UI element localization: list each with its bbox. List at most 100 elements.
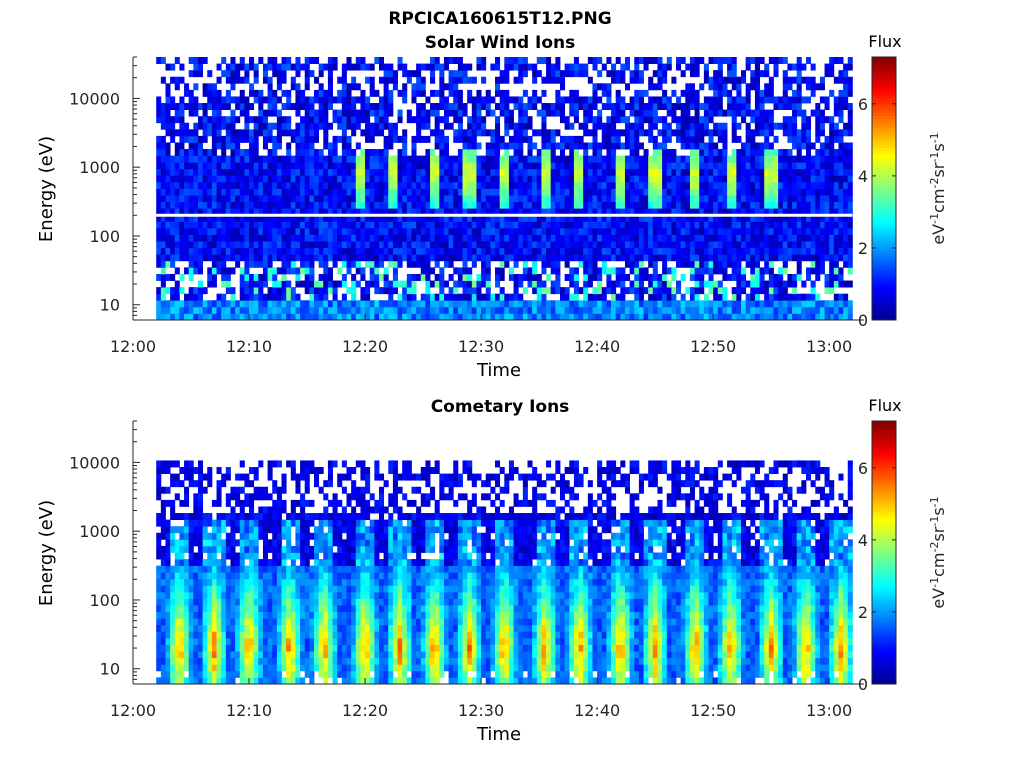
heatmap-cell <box>420 254 426 262</box>
heatmap-cell <box>773 96 779 104</box>
heatmap-cell <box>406 273 412 281</box>
heatmap-cell <box>717 96 723 104</box>
heatmap-cell <box>736 306 742 314</box>
heatmap-cell <box>221 162 227 170</box>
heatmap-cell <box>569 188 575 196</box>
heatmap-cell <box>703 227 709 235</box>
heatmap-cell <box>495 221 501 229</box>
heatmap-cell <box>156 247 162 255</box>
heatmap-cell <box>666 162 672 170</box>
heatmap-cell <box>824 241 830 249</box>
heatmap-cell <box>165 155 171 163</box>
heatmap-cell <box>583 142 589 150</box>
heatmap-cell <box>374 57 380 64</box>
heatmap-cell <box>824 188 830 196</box>
heatmap-cell <box>211 300 217 308</box>
heatmap-cell <box>476 129 482 137</box>
heatmap-cell <box>290 83 296 91</box>
heatmap-cell <box>383 306 389 314</box>
heatmap-cell <box>643 162 649 170</box>
heatmap-cell <box>193 57 199 64</box>
heatmap-cell <box>713 142 719 150</box>
heatmap-cell <box>262 63 268 71</box>
heatmap-cell <box>346 83 352 91</box>
heatmap-cell <box>179 214 185 222</box>
heatmap-cell <box>355 313 361 321</box>
heatmap-cell <box>425 287 431 295</box>
heatmap-cell <box>546 260 552 268</box>
heatmap-cell <box>448 181 454 189</box>
heatmap-cell <box>694 162 700 170</box>
heatmap-cell <box>476 273 482 281</box>
heatmap-cell <box>504 76 510 84</box>
heatmap-cell <box>838 168 844 176</box>
heatmap-cell <box>448 122 454 130</box>
heatmap-cell <box>754 122 760 130</box>
heatmap-cell <box>620 142 626 150</box>
heatmap-cell <box>337 135 343 143</box>
heatmap-cell <box>810 267 816 275</box>
heatmap-cell <box>258 287 264 295</box>
heatmap-cell <box>286 181 292 189</box>
heatmap-cell <box>392 300 398 308</box>
heatmap-cell <box>262 241 268 249</box>
heatmap-cell <box>207 149 213 157</box>
heatmap-cell <box>810 188 816 196</box>
heatmap-cell <box>383 208 389 216</box>
heatmap-cell <box>792 116 798 124</box>
heatmap-cell <box>731 122 737 130</box>
heatmap-cell <box>759 57 765 64</box>
heatmap-cell <box>699 227 705 235</box>
heatmap-cell <box>262 188 268 196</box>
heatmap-cell <box>300 63 306 71</box>
heatmap-cell <box>611 109 617 117</box>
heatmap-cell <box>810 83 816 91</box>
heatmap-cell <box>295 122 301 130</box>
heatmap-cell <box>300 227 306 235</box>
heatmap-cell <box>829 208 835 216</box>
heatmap-cell <box>560 168 566 176</box>
heatmap-cell <box>467 181 473 189</box>
heatmap-cell <box>782 83 788 91</box>
heatmap-cell <box>620 280 626 288</box>
heatmap-cell <box>508 254 514 262</box>
heatmap-cell <box>239 162 245 170</box>
heatmap-cell <box>156 241 162 249</box>
heatmap-cell <box>346 241 352 249</box>
heatmap-cell <box>792 227 798 235</box>
heatmap-cell <box>643 267 649 275</box>
heatmap-cell <box>703 306 709 314</box>
heatmap-cell <box>522 260 528 268</box>
heatmap-cell <box>281 254 287 262</box>
heatmap-cell <box>207 234 213 242</box>
heatmap-cell <box>773 70 779 78</box>
heatmap-cell <box>355 201 361 209</box>
heatmap-cell <box>792 195 798 203</box>
heatmap-cell <box>587 241 593 249</box>
heatmap-cell <box>578 155 584 163</box>
heatmap-cell <box>332 168 338 176</box>
heatmap-cell <box>768 76 774 84</box>
heatmap-cell <box>174 188 180 196</box>
heatmap-cell <box>703 109 709 117</box>
heatmap-cell <box>267 254 273 262</box>
heatmap-cell <box>193 313 199 321</box>
heatmap-cell <box>327 267 333 275</box>
heatmap-cell <box>764 221 770 229</box>
heatmap-cell <box>211 306 217 314</box>
heatmap-cell <box>643 234 649 242</box>
heatmap-cell <box>276 227 282 235</box>
heatmap-cell <box>267 162 273 170</box>
heatmap-cell <box>276 287 282 295</box>
heatmap-cell <box>643 306 649 314</box>
heatmap-cell <box>550 181 556 189</box>
heatmap-cell <box>170 162 176 170</box>
heatmap-cell <box>815 195 821 203</box>
heatmap-cell <box>736 175 742 183</box>
heatmap-cell <box>717 135 723 143</box>
heatmap-cell <box>225 129 231 137</box>
heatmap-cell <box>202 208 208 216</box>
heatmap-cell <box>244 181 250 189</box>
heatmap-cell <box>202 214 208 222</box>
heatmap-cell <box>318 273 324 281</box>
